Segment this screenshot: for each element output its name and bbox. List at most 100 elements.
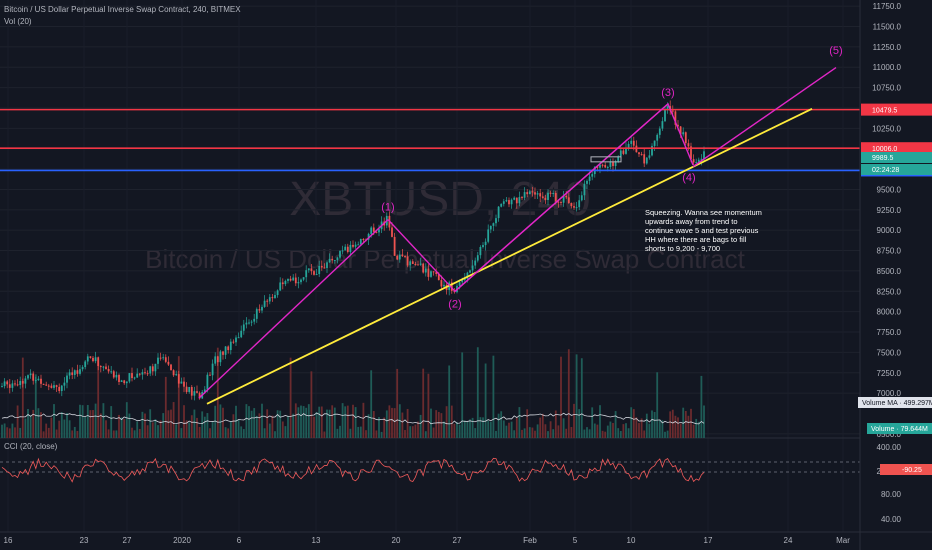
volume-bar xyxy=(344,406,347,438)
candle-body xyxy=(346,246,349,253)
candle-body xyxy=(58,386,61,391)
volume-bar xyxy=(502,420,505,438)
time-tick-label: 13 xyxy=(312,536,321,545)
volume-bar xyxy=(521,429,523,438)
candle-body xyxy=(703,151,705,159)
candle-body xyxy=(274,295,276,299)
candle-body xyxy=(526,192,529,195)
candle-body xyxy=(162,357,165,359)
volume-bar xyxy=(271,415,274,438)
candle-body xyxy=(37,378,40,381)
candle-body xyxy=(128,373,131,382)
volume-bar xyxy=(112,430,115,438)
axis-background xyxy=(860,0,932,550)
volume-bar xyxy=(89,410,92,438)
volume-bar xyxy=(435,410,438,438)
time-tick-label: 24 xyxy=(784,536,793,545)
volume-bar xyxy=(372,411,375,438)
volume-bar xyxy=(164,376,167,438)
volume-bar xyxy=(528,427,531,438)
cci-tick-label: 80.00 xyxy=(881,490,902,499)
volume-bar xyxy=(8,428,11,438)
candle-body xyxy=(505,200,508,202)
cci-pane xyxy=(0,457,860,483)
candle-body xyxy=(375,231,378,233)
candle-body xyxy=(141,372,144,375)
candle-body xyxy=(357,244,360,246)
candle-body xyxy=(604,165,607,168)
candle-body xyxy=(105,366,107,369)
volume-bar xyxy=(357,426,360,438)
candle-body xyxy=(261,306,263,311)
candle-body xyxy=(237,337,240,339)
volume-bar xyxy=(245,404,248,438)
volume-bar xyxy=(157,425,159,438)
volume-bar xyxy=(29,415,32,438)
volume-bar xyxy=(102,403,105,438)
candle-body xyxy=(489,225,492,230)
time-axis: 16 23 27 2020 6 13 20 27 Feb 5 10 17 24 Mar xyxy=(0,531,932,545)
candle-body xyxy=(14,383,16,385)
candle-body xyxy=(554,193,557,202)
candle-body xyxy=(513,197,516,200)
volume-bar xyxy=(645,413,648,438)
volume-bar xyxy=(107,429,110,438)
candle-body xyxy=(300,279,302,283)
volume-bar xyxy=(697,421,700,438)
candle-body xyxy=(565,195,568,198)
wave-label: (1) xyxy=(381,202,394,214)
price-tick-label: 9000.0 xyxy=(877,226,902,235)
volume-bar xyxy=(258,413,261,438)
volume-bar xyxy=(450,405,453,438)
candle-body xyxy=(419,263,422,265)
candle-body xyxy=(313,271,315,275)
volume-bar xyxy=(515,417,518,438)
volume-bar xyxy=(656,372,659,438)
trendline xyxy=(206,107,813,405)
volume-bar xyxy=(250,410,253,438)
volume-bar xyxy=(526,409,529,438)
volume-bar xyxy=(362,402,365,438)
candle-body xyxy=(502,201,505,204)
candle-body xyxy=(401,254,404,256)
candle-body xyxy=(638,152,640,155)
candle-body xyxy=(354,244,357,247)
candle-body xyxy=(11,383,14,388)
chart-title: Bitcoin / US Dollar Perpetual Inverse Sw… xyxy=(4,5,241,14)
candle-body xyxy=(437,273,440,281)
candle-body xyxy=(112,371,115,378)
candle-body xyxy=(242,324,245,331)
candle-body xyxy=(222,351,224,355)
candle-body xyxy=(102,366,105,368)
candle-body xyxy=(79,369,81,374)
candle-body xyxy=(8,384,11,388)
candle-body xyxy=(651,145,653,156)
candle-body xyxy=(279,282,282,291)
volume-bar xyxy=(510,421,513,438)
candle-body xyxy=(268,297,271,302)
volume-bar xyxy=(383,417,386,438)
candle-body xyxy=(411,261,414,264)
candle-body xyxy=(281,282,284,285)
candle-body xyxy=(398,254,401,260)
volume-bar xyxy=(352,404,354,438)
candle-body xyxy=(404,255,406,257)
candle-body xyxy=(484,241,487,246)
volume-bar xyxy=(300,405,302,438)
volume-bar xyxy=(55,429,58,438)
volume-bar xyxy=(609,421,612,438)
volume-bar xyxy=(458,424,461,438)
volume-bar xyxy=(448,365,451,438)
candle-body xyxy=(24,378,27,384)
volume-bar xyxy=(541,413,544,438)
volume-bar xyxy=(170,409,172,438)
volume-bar xyxy=(463,420,466,438)
candle-body xyxy=(695,162,698,164)
volume-bar xyxy=(440,413,443,438)
candle-body xyxy=(94,357,97,362)
time-tick-label: 16 xyxy=(4,536,13,545)
candle-body xyxy=(476,255,479,261)
candle-body xyxy=(190,386,193,396)
volume-bar xyxy=(14,427,16,438)
